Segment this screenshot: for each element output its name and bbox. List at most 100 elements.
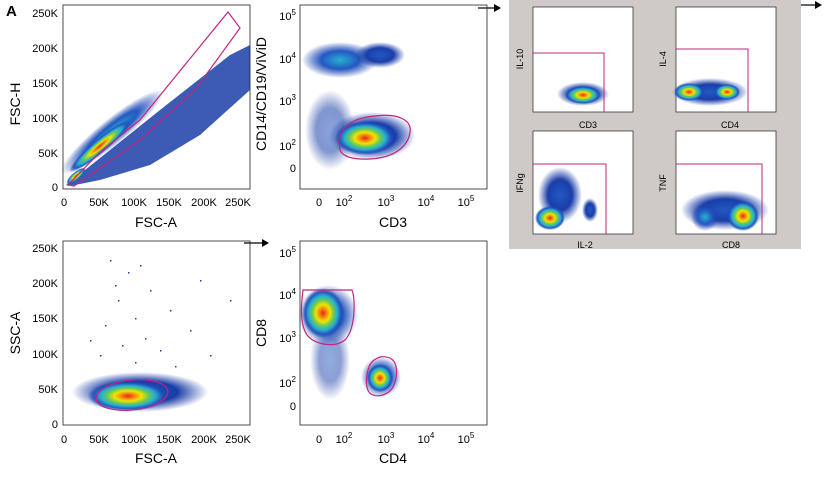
- plot-il4-vs-cd4: IL-4 CD4: [658, 6, 777, 130]
- plot3-xtick: 102: [336, 194, 353, 209]
- plot4-xtick: 103: [378, 431, 395, 446]
- plot2-frame: [62, 240, 251, 426]
- plot2-ytick: 250K: [32, 243, 58, 255]
- plot-ssc-a-vs-fsc-a: SSC-A FSC-A 0 50K 100K 150K 200K 250K 0 …: [7, 240, 252, 466]
- plot5-cells-core: [565, 86, 601, 104]
- plot2-ytick: 50K: [38, 384, 58, 396]
- plot7-xlabel: IL-2: [577, 240, 593, 250]
- plot1-ytick: 50K: [38, 148, 58, 160]
- plot1-ytick: 150K: [32, 78, 58, 90]
- plot4-xlabel: CD4: [379, 450, 407, 466]
- plot2-ylabel: SSC-A: [7, 311, 23, 354]
- plot3-xlabel: CD3: [379, 214, 407, 230]
- plot2-cells-core: [88, 381, 168, 411]
- plot3-vivid-pos-tail: [355, 42, 405, 68]
- plot7-cells-core: [535, 206, 565, 230]
- plot4-ytick: 105: [279, 245, 296, 260]
- plot3-frame: [299, 4, 488, 190]
- plot3-cd3-core: [335, 121, 395, 155]
- plot1-gate: [66, 11, 241, 187]
- plot4-cd4-gate: [365, 356, 398, 397]
- plot1-xtick: 200K: [191, 197, 217, 209]
- plot2-ytick: 200K: [32, 278, 58, 290]
- plot-tnf-vs-cd8: TNF CD8: [658, 130, 777, 250]
- plot2-xlabel: FSC-A: [135, 450, 178, 466]
- plot1-yticks: 0 50K 100K 150K 200K 250K: [32, 8, 58, 194]
- plot3-ytick: 104: [279, 51, 296, 66]
- plot3-ylabel: CD14/CD19/ViViD: [253, 37, 269, 151]
- plot7-ylabel: IFNg: [515, 173, 525, 193]
- plot2-xtick: 150K: [156, 434, 182, 446]
- plot5-gate: [533, 52, 605, 112]
- plot-il10-vs-cd3: IL-10 CD3: [515, 6, 634, 130]
- plot2-ytick: 100K: [32, 349, 58, 361]
- plot3-xtick: 0: [316, 197, 322, 209]
- plot6-cd4neg-core: [674, 83, 704, 101]
- plot4-xticks: 0 102 103 104 105: [316, 431, 475, 446]
- plot-fsc-h-vs-fsc-a: FSC-H FSC-A 0 50K 100K 150K 200K 250K 0 …: [7, 4, 252, 230]
- plot4-ylabel: CD8: [253, 319, 269, 347]
- plot1-ytick: 0: [52, 182, 58, 194]
- plot2-ytick: 150K: [32, 313, 58, 325]
- plot2-yticks: 0 50K 100K 150K 200K 250K: [32, 243, 58, 431]
- plot4-cd8-core: [302, 288, 344, 338]
- plot2-xtick: 100K: [121, 434, 147, 446]
- plot2-xticks: 0 50K 100K 150K 200K 250K: [61, 434, 252, 446]
- plot3-yticks: 0 102 103 104 105: [279, 8, 296, 175]
- plot3-ytick: 103: [279, 93, 296, 108]
- plot2-scatter-dots: [90, 260, 232, 368]
- arrow-inset-right: [801, 1, 822, 9]
- plot4-ytick: 103: [279, 330, 296, 345]
- plot1-xtick: 50K: [89, 197, 109, 209]
- plot4-xtick: 105: [458, 431, 475, 446]
- plot3-xticks: 0 102 103 104 105: [316, 194, 475, 209]
- plot5-xlabel: CD3: [579, 120, 597, 130]
- plot4-ytick: 102: [279, 375, 296, 390]
- plot3-xtick: 103: [378, 194, 395, 209]
- plot4-xtick: 102: [336, 431, 353, 446]
- plot1-xtick: 100K: [121, 197, 147, 209]
- plot2-xtick: 0: [61, 434, 67, 446]
- plot3-gate: [338, 114, 411, 160]
- plot1-xticks: 0 50K 100K 150K 200K 250K: [61, 197, 252, 209]
- figure-label: A: [6, 3, 17, 20]
- plot-ifng-vs-il2: IFNg IL-2: [515, 130, 634, 250]
- plot4-yticks: 0 102 103 104 105: [279, 245, 296, 413]
- plot4-ytick: 104: [279, 287, 296, 302]
- plot4-ytick: 0: [290, 401, 296, 413]
- plot1-ytick: 100K: [32, 113, 58, 125]
- plot3-ytick: 102: [279, 138, 296, 153]
- plot4-cd4-core: [367, 364, 393, 392]
- plot2-xtick: 250K: [225, 434, 251, 446]
- plot7-gate: [533, 163, 607, 234]
- plot1-xlabel: FSC-A: [135, 214, 178, 230]
- plot1-cells: [60, 45, 250, 186]
- arrow-to-inset: [478, 4, 501, 12]
- plot6-xlabel: CD4: [721, 120, 739, 130]
- plot-vivid-vs-cd3: CD14/CD19/ViViD CD3 0 102 103 104 105 0 …: [253, 4, 488, 230]
- plot2-gate: [95, 379, 169, 411]
- plot1-ylabel: FSC-H: [7, 83, 23, 126]
- plot8-gate: [676, 163, 763, 234]
- plot4-cd8-gate: [300, 289, 355, 346]
- plot3-ytick: 105: [279, 8, 296, 23]
- plot7-il2pos-cells: [582, 198, 598, 222]
- arrow-to-cd4-cd8: [244, 239, 269, 247]
- plot2-ytick: 0: [52, 419, 58, 431]
- plot3-xtick: 105: [458, 194, 475, 209]
- plot4-xtick: 0: [316, 434, 322, 446]
- plot4-xtick: 104: [418, 431, 435, 446]
- plot5-ylabel: IL-10: [515, 49, 525, 70]
- plot8-cd8pos-core: [727, 201, 759, 231]
- plot8-cd8neg-core: [691, 203, 719, 231]
- plot1-xtick: 250K: [225, 197, 251, 209]
- plot1-ytick: 200K: [32, 43, 58, 55]
- plot8-ylabel: TNF: [658, 174, 668, 192]
- plot1-frame: [62, 4, 251, 190]
- plot1-xtick: 150K: [156, 197, 182, 209]
- plot3-ytick: 0: [290, 163, 296, 175]
- plot6-gate: [676, 48, 749, 112]
- plot3-xtick: 104: [418, 194, 435, 209]
